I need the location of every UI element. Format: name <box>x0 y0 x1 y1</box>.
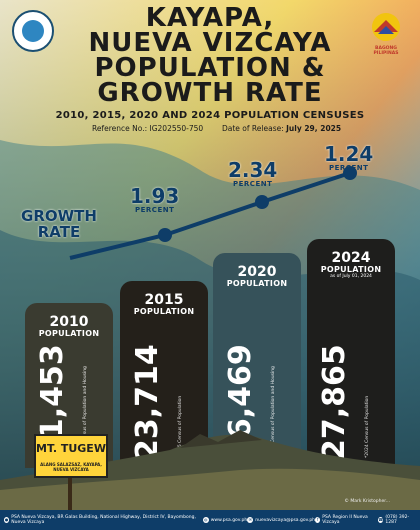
growth-line-path <box>69 171 351 260</box>
psa-logo <box>12 10 54 52</box>
growth-rate-unit: PERCENT <box>329 164 369 172</box>
footer-website-text[interactable]: www.psa.gov.ph <box>210 517 248 523</box>
card-heading: POPULATION <box>133 306 195 316</box>
release-date-value: July 29, 2025 <box>286 124 342 133</box>
footer-website[interactable]: ◍ www.psa.gov.ph <box>202 517 248 523</box>
reference-number: Reference No.: IG202550-750 <box>92 124 204 133</box>
footer-location: ● PSA Nueva Vizcaya, BR Galas Building, N… <box>4 515 203 525</box>
mountain-illustration <box>0 430 420 510</box>
card-heading: POPULATION <box>38 329 100 339</box>
sign-post <box>68 478 72 510</box>
card-year: 2010 <box>49 314 89 331</box>
growth-rate-value: 1.24 <box>324 142 374 166</box>
growth-rate-value: 1.93 <box>130 184 180 208</box>
title-line: NUEVA VIZCAYA <box>88 28 332 58</box>
growth-rate-2024: 1.24 PERCENT <box>324 144 373 172</box>
growth-rate-2020: 2.34 PERCENT <box>228 160 277 188</box>
growth-rate-2015: 1.93 PERCENT <box>130 186 179 214</box>
title-line: KAYAPA, <box>145 3 275 33</box>
population-card-2015: 2015 POPULATION 23,714 *2015 Census of Popu… <box>120 280 208 468</box>
logo-label: BAGONG PILIPINAS <box>373 46 399 56</box>
card-heading: POPULATION <box>226 279 288 289</box>
growth-rate-unit: PERCENT <box>135 206 175 214</box>
growth-label-line: RATE <box>37 223 81 241</box>
card-heading: POPULATION <box>320 265 382 275</box>
sign-title: MT. TUGEW <box>36 442 106 455</box>
card-year: 2020 <box>237 264 277 281</box>
population-card-2024: 2024 POPULATION as of July 01, 2024 27,865 *… <box>307 239 395 468</box>
growth-label-line: GROWTH <box>21 207 97 225</box>
title-line: POPULATION & <box>94 53 326 83</box>
bagong-pilipinas-logo: BAGONG PILIPINAS <box>364 10 408 56</box>
release-date: Date of Release: July 29, 2025 <box>222 124 341 133</box>
facebook-icon: f <box>315 517 321 523</box>
location-icon: ● <box>4 517 10 523</box>
phone-icon: ☎ <box>378 517 384 523</box>
footer-email-text[interactable]: nuevavizcaya@psa.gov.ph <box>255 517 316 523</box>
mail-icon: ✉ <box>247 517 254 523</box>
footer-facebook-text[interactable]: PSA Region II Nueva Vizcaya <box>322 515 368 525</box>
title-line: GROWTH RATE <box>97 78 323 108</box>
mt-tugew-sign: MT. TUGEW ALANG SALAZSAZ, KAYAPA, NUEVA … <box>34 434 108 478</box>
footer-phone-text[interactable]: (078) 392-1287 <box>385 515 410 525</box>
globe-icon: ◍ <box>202 517 209 523</box>
footer-email[interactable]: ✉ nuevavizcaya@psa.gov.ph <box>247 517 315 523</box>
growth-point-2020 <box>255 195 269 209</box>
population-card-2020: 2020 POPULATION 26,469 *2020 Census of Popu… <box>213 253 301 468</box>
footer-phone[interactable]: ☎ (078) 392-1287 <box>378 515 416 525</box>
growth-rate-unit: PERCENT <box>233 180 273 188</box>
page-subtitle: 2010, 2015, 2020 AND 2024 POPULATION CEN… <box>55 110 365 121</box>
footer-facebook[interactable]: f PSA Region II Nueva Vizcaya <box>315 515 378 525</box>
photo-credit: © Mark Kristopher... <box>344 499 390 504</box>
release-label: Date of Release: <box>222 124 287 133</box>
growth-point-2015 <box>158 228 172 242</box>
footer: ● PSA Nueva Vizcaya, BR Galas Building, N… <box>0 510 420 530</box>
card-year: 2024 <box>331 250 371 267</box>
sign-subtitle: ALANG SALAZSAZ, KAYAPA, NUEVA VIZCAYA <box>40 462 102 472</box>
card-as-of: as of July 01, 2024 <box>330 274 372 280</box>
card-year: 2015 <box>144 291 184 308</box>
growth-rate-value: 2.34 <box>228 158 278 182</box>
growth-rate-label: GROWTH RATE <box>14 208 104 240</box>
footer-address: PSA Nueva Vizcaya, BR Galas Building, Na… <box>11 515 196 525</box>
page-title: KAYAPA, NUEVA VIZCAYA POPULATION & GROWT… <box>0 3 420 108</box>
growth-point-2024 <box>343 166 357 180</box>
